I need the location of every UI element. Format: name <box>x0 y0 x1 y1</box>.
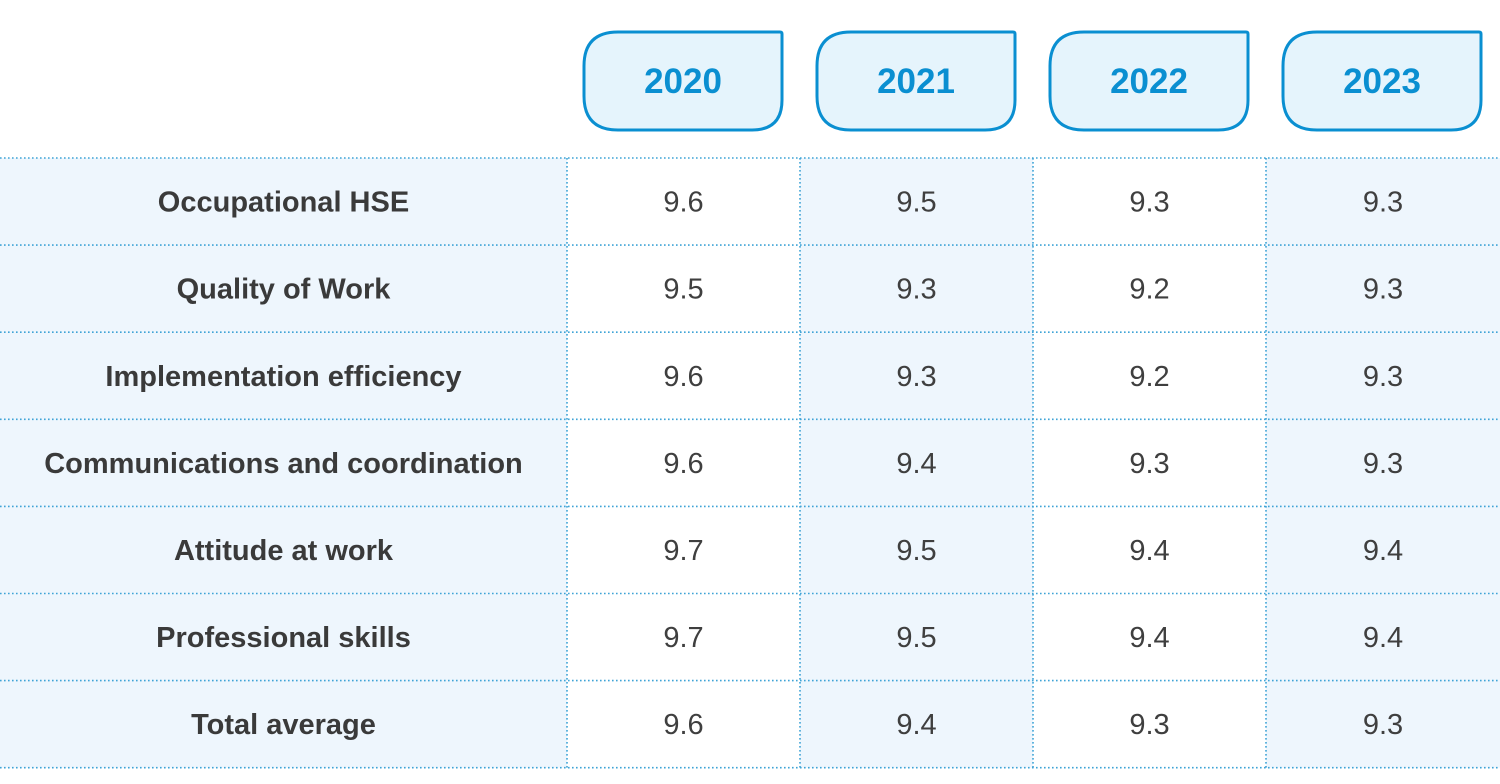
cell-value: 9.3 <box>1129 448 1169 480</box>
cell-value: 9.3 <box>1363 187 1403 219</box>
row-label: Quality of Work <box>177 274 392 306</box>
year-header-tab <box>815 30 1017 132</box>
shaded-column-background <box>0 158 567 768</box>
shaded-column-background <box>800 158 1033 768</box>
cell-value: 9.4 <box>1129 535 1169 567</box>
cell-value: 9.3 <box>1363 448 1403 480</box>
cell-value: 9.6 <box>663 448 703 480</box>
year-header-tab <box>1048 30 1250 132</box>
cell-value: 9.5 <box>896 622 936 654</box>
table-grid <box>0 157 1500 769</box>
year-header-2023: 2023 <box>1281 30 1483 132</box>
cell-value: 9.4 <box>896 709 936 741</box>
shaded-column-background <box>1266 158 1500 768</box>
cell-value: 9.4 <box>1363 622 1403 654</box>
cell-value: 9.3 <box>1129 187 1169 219</box>
cell-backgrounds <box>0 158 1500 768</box>
cell-values: 9.6 9.5 9.3 9.3 9.5 9.3 9.2 9.3 9.6 9.3 9.2 9.3 9.6 9… <box>663 187 1403 742</box>
cell-value: 9.5 <box>896 187 936 219</box>
year-header-label: 2021 <box>877 62 955 101</box>
row-label: Occupational HSE <box>158 187 409 219</box>
row-label: Professional skills <box>156 622 411 654</box>
cell-value: 9.3 <box>896 361 936 393</box>
year-header-tab <box>1281 30 1483 132</box>
cell-value: 9.4 <box>896 448 936 480</box>
cell-value: 9.3 <box>1363 709 1403 741</box>
cell-value: 9.3 <box>1129 709 1169 741</box>
year-header-tab <box>582 30 784 132</box>
row-label: Total average <box>191 709 376 741</box>
year-header-label: 2023 <box>1343 62 1421 101</box>
cell-value: 9.5 <box>663 274 703 306</box>
cell-value: 9.4 <box>1129 622 1169 654</box>
cell-value: 9.7 <box>663 622 703 654</box>
cell-value: 9.3 <box>1363 361 1403 393</box>
row-label: Attitude at work <box>174 535 394 567</box>
year-header-2022: 2022 <box>1048 30 1250 132</box>
cell-value: 9.2 <box>1129 274 1169 306</box>
cell-value: 9.6 <box>663 361 703 393</box>
cell-value: 9.7 <box>663 535 703 567</box>
cell-value: 9.3 <box>1363 274 1403 306</box>
year-headers: 2020 2021 2022 2023 <box>582 30 1483 132</box>
year-header-label: 2020 <box>644 62 722 101</box>
year-header-2021: 2021 <box>815 30 1017 132</box>
row-label: Implementation efficiency <box>105 361 461 393</box>
cell-value: 9.3 <box>896 274 936 306</box>
row-label: Communications and coordination <box>44 448 523 480</box>
year-header-2020: 2020 <box>582 30 784 132</box>
row-labels: Occupational HSE Quality of Work Implement… <box>44 187 523 742</box>
cell-value: 9.2 <box>1129 361 1169 393</box>
cell-value: 9.5 <box>896 535 936 567</box>
cell-value: 9.6 <box>663 709 703 741</box>
cell-value: 9.6 <box>663 187 703 219</box>
year-header-label: 2022 <box>1110 62 1188 101</box>
cell-value: 9.4 <box>1363 535 1403 567</box>
